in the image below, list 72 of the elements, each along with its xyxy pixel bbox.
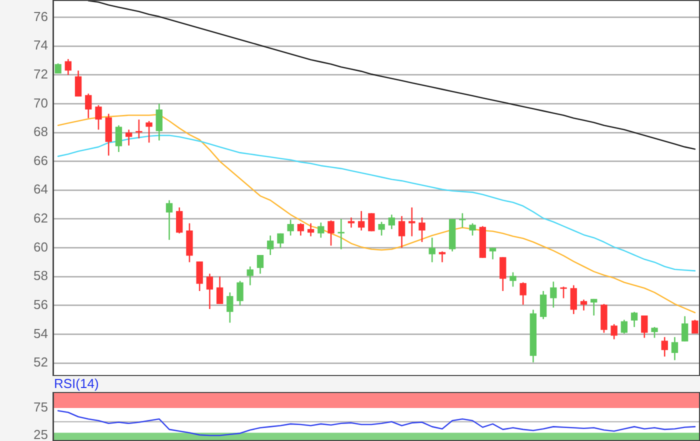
candlestick	[500, 256, 506, 292]
candlestick	[136, 118, 142, 139]
candlestick	[378, 221, 385, 236]
candlestick	[682, 316, 688, 342]
candlestick	[671, 336, 678, 361]
candlestick	[196, 260, 203, 292]
candlestick	[630, 311, 638, 328]
candlestick	[246, 266, 254, 286]
candlestick	[277, 232, 284, 248]
candlestick	[318, 222, 324, 238]
candlestick	[226, 292, 234, 324]
candlestick	[418, 216, 426, 243]
candlestick	[176, 206, 183, 234]
candlestick	[469, 222, 476, 236]
candlestick	[74, 70, 82, 98]
y-tick-label: 52	[34, 354, 48, 370]
y-tick-label: 58	[34, 268, 48, 284]
y-tick-label: 76	[34, 8, 48, 24]
candlestick	[297, 222, 304, 236]
candlestick	[206, 273, 214, 310]
candlestick	[338, 218, 344, 250]
candlestick	[95, 104, 102, 130]
candlestick	[438, 250, 446, 263]
candlestick	[146, 120, 152, 144]
candlestick	[570, 284, 577, 315]
y-tick-label: 64	[34, 182, 48, 197]
candlestick	[590, 298, 598, 316]
candlestick	[580, 298, 588, 312]
y-tick-label: 66	[34, 152, 48, 168]
candlestick	[428, 237, 436, 263]
y-tick-label: 68	[34, 124, 48, 140]
y-tick-label: 72	[34, 66, 48, 82]
candlestick	[166, 200, 173, 241]
candlestick	[358, 210, 365, 232]
candlestick	[560, 286, 567, 299]
y-tick-label: 54	[34, 326, 48, 341]
candlestick	[641, 314, 648, 338]
candlestick	[287, 219, 294, 236]
candlestick	[348, 216, 355, 228]
y-tick-label: 56	[34, 296, 48, 312]
candlestick	[692, 319, 698, 334]
candlestick	[540, 290, 547, 320]
candlestick	[388, 214, 395, 230]
candlestick	[236, 280, 244, 306]
candlestick	[85, 92, 92, 119]
y-tick-label: 25	[34, 427, 48, 441]
chart-title: RSI(14)	[54, 376, 99, 391]
candlestick	[267, 234, 274, 256]
candlestick	[550, 280, 557, 308]
candlestick	[398, 215, 406, 248]
candlestick	[620, 319, 628, 334]
candlestick	[156, 103, 162, 142]
candlestick	[256, 254, 264, 274]
candlestick	[64, 58, 72, 76]
candlestick	[510, 272, 516, 288]
candlestick	[520, 282, 526, 306]
candlestick	[368, 212, 375, 232]
candlestick	[54, 62, 62, 74]
candlestick	[408, 206, 416, 237]
candlestick	[610, 323, 618, 340]
candlestick	[651, 326, 658, 338]
y-tick-label: 70	[34, 95, 48, 110]
y-tick-label: 74	[34, 38, 48, 53]
candlestick	[125, 129, 132, 146]
candlestick	[216, 276, 224, 305]
candlestick	[115, 124, 122, 153]
y-tick-label: 62	[34, 210, 48, 226]
candlestick	[307, 222, 314, 237]
y-tick-label: 60	[34, 239, 48, 254]
candlestick	[661, 336, 668, 358]
candlestick	[328, 220, 334, 246]
y-tick-label: 75	[34, 400, 48, 415]
